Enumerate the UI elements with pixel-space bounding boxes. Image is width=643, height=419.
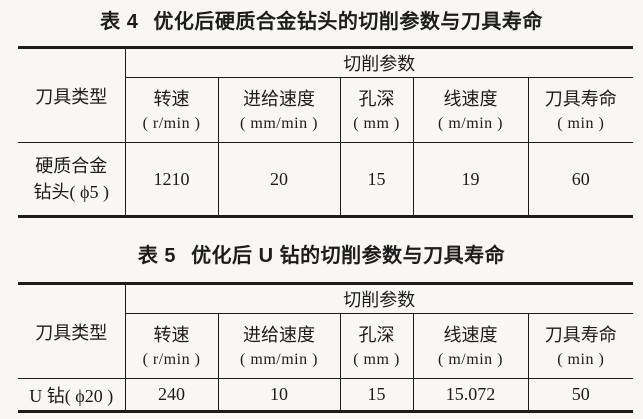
table5-col-header-feed: 进给速度 ( mm/min )	[217, 313, 341, 379]
table4-col-header-linear-speed: 线速度 ( m/min )	[412, 77, 529, 143]
table4-caption-title: 优化后硬质合金钻头的切削参数与刀具寿命	[153, 11, 543, 33]
col-header-unit: ( mm/min )	[240, 350, 318, 368]
col-header-unit: ( m/min )	[438, 350, 503, 368]
tool-name-line1: 硬质合金	[35, 156, 108, 176]
col-header-unit: ( min )	[557, 114, 605, 132]
table5-group-header: 切削参数	[124, 283, 633, 314]
table5-corner-header: 刀具类型	[18, 283, 126, 379]
table5-col-header-linear-speed: 线速度 ( m/min )	[412, 313, 529, 379]
col-header-unit: ( r/min )	[142, 350, 201, 368]
table5-col-header-speed: 转速 ( r/min )	[125, 313, 219, 379]
col-header-name: 进给速度	[243, 88, 315, 109]
table-4: 刀具类型 切削参数 转速 ( r/min ) 进给速度 ( mm/min ) 孔…	[18, 46, 633, 218]
col-header-name: 线速度	[443, 324, 498, 345]
table4-group-header: 切削参数	[124, 47, 633, 78]
table5-tool-name: U 钻( ϕ20 )	[18, 378, 126, 412]
table5-caption-title: 优化后 U 钻的切削参数与刀具寿命	[191, 245, 506, 267]
table5-header-row-columns: 转速 ( r/min ) 进给速度 ( mm/min ) 孔深 ( mm ) 线…	[18, 313, 633, 379]
col-header-unit: ( mm )	[353, 114, 400, 132]
table4-value-speed: 1210	[124, 142, 219, 217]
table4-corner-header: 刀具类型	[18, 47, 126, 143]
table-5: 刀具类型 切削参数 转速 ( r/min ) 进给速度 ( mm/min ) 孔…	[18, 282, 633, 413]
table4-data-row: 硬质合金 钻头( ϕ5 ) 1210 20 15 19 60	[18, 142, 633, 217]
col-header-name: 刀具寿命	[544, 324, 617, 345]
table4-tool-name: 硬质合金 钻头( ϕ5 )	[18, 142, 126, 217]
table5-col-header-depth: 孔深 ( mm )	[339, 313, 414, 379]
table5-caption: 表 5 优化后 U 钻的切削参数与刀具寿命	[0, 242, 643, 270]
col-header-unit: ( mm/min )	[240, 114, 318, 132]
col-header-unit: ( r/min )	[142, 114, 201, 132]
table4-header-row-group: 刀具类型 切削参数	[18, 47, 633, 143]
tool-name-line2: 钻头( ϕ5 )	[33, 182, 109, 202]
table4-col-header-depth: 孔深 ( mm )	[339, 77, 414, 143]
table4-value-linear-speed: 19	[412, 142, 529, 217]
col-header-name: 孔深	[358, 324, 395, 345]
table4-value-depth: 15	[339, 142, 414, 217]
table4-col-header-speed: 转速 ( r/min )	[125, 77, 219, 143]
col-header-unit: ( m/min )	[438, 114, 503, 132]
table4-value-feed: 20	[217, 142, 341, 217]
col-header-name: 刀具寿命	[544, 88, 617, 109]
col-header-unit: ( min )	[557, 350, 605, 368]
col-header-name: 孔深	[358, 88, 395, 109]
table4-col-header-tool-life: 刀具寿命 ( min )	[527, 77, 633, 143]
table4-caption: 表 4 优化后硬质合金钻头的切削参数与刀具寿命	[0, 0, 643, 37]
table5-value-linear-speed: 15.072	[412, 378, 529, 412]
col-header-name: 线速度	[443, 88, 498, 109]
table4-value-tool-life: 60	[527, 142, 633, 217]
col-header-unit: ( mm )	[353, 350, 400, 368]
table5-header-row-group: 刀具类型 切削参数	[18, 283, 633, 379]
table5-value-feed: 10	[217, 378, 341, 412]
col-header-name: 转速	[153, 324, 190, 345]
table4-header-row-columns: 转速 ( r/min ) 进给速度 ( mm/min ) 孔深 ( mm ) 线…	[18, 77, 633, 143]
table5-data-row: U 钻( ϕ20 ) 240 10 15 15.072 50	[18, 378, 633, 412]
table5-col-header-tool-life: 刀具寿命 ( min )	[527, 313, 633, 379]
table5-value-speed: 240	[124, 378, 219, 412]
table5-value-depth: 15	[339, 378, 414, 412]
col-header-name: 转速	[153, 88, 190, 109]
table5-value-tool-life: 50	[527, 378, 633, 412]
col-header-name: 进给速度	[243, 324, 315, 345]
table4-col-header-feed: 进给速度 ( mm/min )	[217, 77, 341, 143]
table4-caption-label: 表 4	[100, 11, 139, 33]
table5-caption-label: 表 5	[137, 245, 177, 267]
